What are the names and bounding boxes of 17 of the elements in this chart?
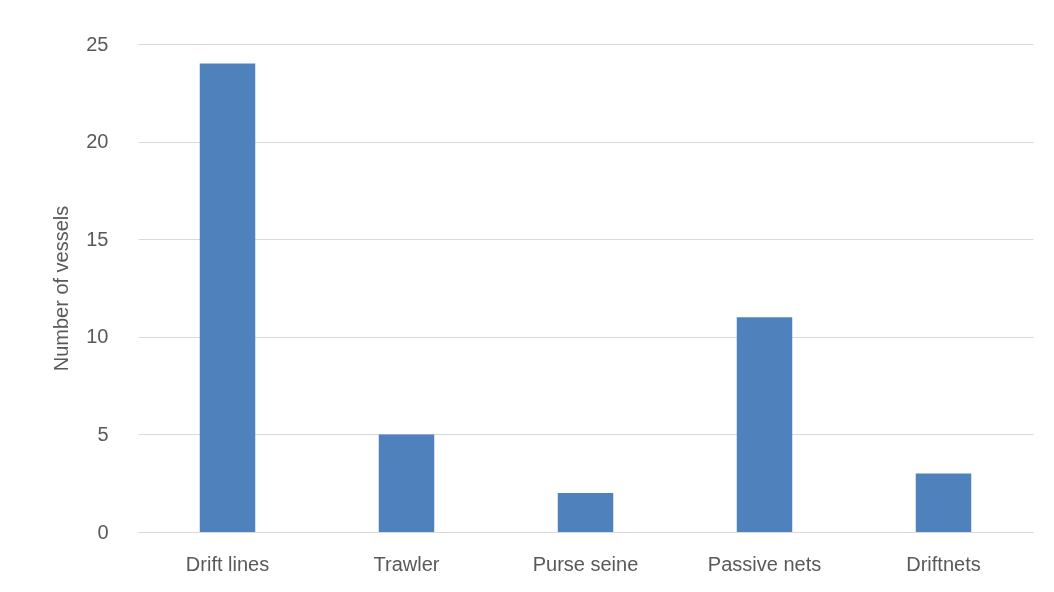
bar — [557, 492, 614, 532]
x-tick-label: Driftnets — [906, 552, 981, 575]
x-tick-label: Drift lines — [185, 552, 270, 575]
x-tick-label: Passive nets — [707, 552, 822, 575]
x-tick-label: Purse seine — [532, 552, 639, 575]
bar — [378, 434, 435, 532]
y-tick-label: 15 — [86, 227, 109, 250]
bar — [736, 317, 793, 532]
y-tick-label: 5 — [97, 422, 109, 445]
y-tick-label: 20 — [86, 130, 109, 153]
y-axis-title: Number of vessels — [50, 205, 73, 372]
bar — [915, 473, 972, 532]
y-tick-label: 25 — [86, 32, 109, 55]
x-tick-label: Trawler — [373, 552, 440, 575]
bar — [199, 63, 256, 532]
y-tick-label: 0 — [97, 520, 109, 543]
y-tick-label: 10 — [86, 325, 109, 348]
